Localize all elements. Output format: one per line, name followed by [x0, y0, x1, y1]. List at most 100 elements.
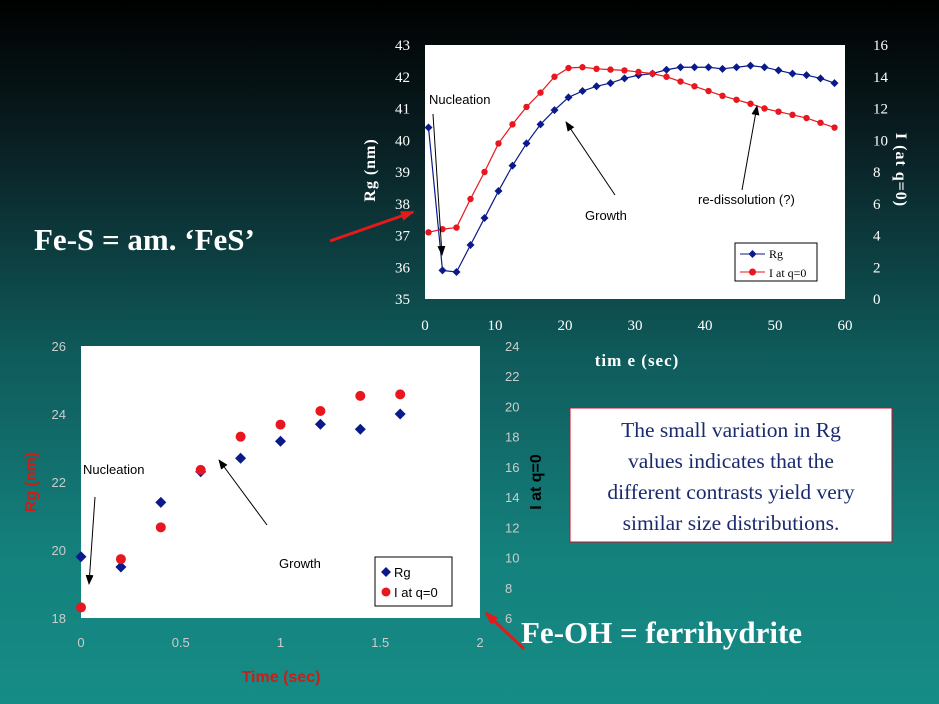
- chart2-y-ticks: 18 20 22 24 26: [52, 339, 66, 626]
- chart2-series: [75, 389, 406, 613]
- chart1-y-axis-label: Rg (nm): [362, 138, 379, 201]
- rg-point: [508, 161, 517, 170]
- y-tick-label: 24: [52, 407, 66, 422]
- x-tick-label: 30: [628, 318, 643, 334]
- rg-point: [676, 63, 685, 72]
- chart1-nucleation-arrow: [432, 113, 446, 256]
- i-point: [425, 229, 432, 236]
- rg-point: [746, 61, 755, 70]
- x-tick-label: 0.5: [172, 635, 190, 650]
- chart1-y2-axis-label: I (at q=0): [892, 133, 909, 207]
- fes-title: Fe-S = am. ‘FeS’: [34, 222, 255, 257]
- y2-tick-label: 24: [505, 339, 519, 354]
- chart1-annotation-growth: Growth: [585, 208, 627, 223]
- chart1-y-ticks: 35 36 37 38 39 40 41 42 43: [395, 38, 411, 308]
- y2-tick-label: 8: [505, 581, 512, 596]
- rg-point: [75, 551, 87, 563]
- x-tick-label: 0: [421, 318, 429, 334]
- rg-point: [718, 64, 727, 73]
- y2-tick-label: 10: [505, 551, 519, 566]
- chart1-annotation-nucleation: Nucleation: [429, 92, 490, 107]
- rg-point: [438, 266, 447, 275]
- rg-point: [690, 63, 699, 72]
- y2-tick-label: 16: [505, 460, 519, 475]
- chart1-y2-ticks: 0 2 4 6 8 10 12 14 16: [873, 38, 889, 308]
- chart2-legend-rg: Rg: [394, 565, 411, 580]
- i-point: [155, 522, 166, 533]
- i-point: [315, 405, 326, 416]
- y-tick-label: 42: [395, 70, 410, 86]
- rg-point: [816, 74, 825, 83]
- i-point: [691, 83, 698, 90]
- i-point: [495, 140, 502, 147]
- feoh-pointer-arrow: [484, 611, 526, 651]
- rg-point: [592, 82, 601, 91]
- x-tick-label: 1.5: [371, 635, 389, 650]
- rg-point: [536, 120, 545, 129]
- rg-point: [494, 187, 503, 196]
- y2-tick-label: 18: [505, 430, 519, 445]
- i-point: [235, 431, 246, 442]
- i-point: [761, 105, 768, 112]
- rg-point: [115, 561, 127, 573]
- chart1-x-axis-label: tim e (sec): [595, 351, 680, 370]
- i-point: [537, 89, 544, 96]
- i-point: [593, 65, 600, 73]
- y-tick-label: 40: [395, 133, 410, 149]
- chart1-legend: Rg I at q=0: [734, 242, 818, 282]
- x-tick-label: 60: [838, 318, 853, 334]
- i-point: [565, 64, 572, 72]
- rg-point: [354, 423, 366, 435]
- chart2-legend-rg-marker: [381, 567, 391, 577]
- y-tick-label: 22: [52, 475, 66, 490]
- y-tick-label: 35: [395, 292, 410, 308]
- rg-point: [578, 87, 587, 96]
- rg-point: [606, 79, 615, 88]
- rg-point: [550, 106, 559, 115]
- chart2-y2-axis-label: I at q=0: [528, 454, 545, 510]
- chart2-annotation-nucleation: Nucleation: [83, 462, 144, 477]
- y2-tick-label: 14: [873, 70, 889, 86]
- x-tick-label: 50: [768, 318, 783, 334]
- i-point: [677, 78, 684, 85]
- y2-tick-label: 8: [873, 165, 881, 181]
- rg-point: [802, 71, 811, 80]
- chart2-y-axis-label: Rg (nm): [23, 452, 40, 512]
- chart2-legend-i-marker: [381, 587, 391, 597]
- chart1-legend-i: I at q=0: [769, 266, 806, 280]
- chart1-legend-rg-marker: [748, 250, 757, 258]
- i-point: [705, 87, 712, 95]
- y-tick-label: 43: [395, 38, 410, 54]
- rg-point: [480, 214, 489, 223]
- chart2-annotation-growth: Growth: [279, 556, 321, 571]
- rg-point: [704, 63, 713, 72]
- i-point: [453, 224, 460, 231]
- fes-pointer-arrow: [329, 210, 415, 243]
- y2-tick-label: 6: [873, 197, 881, 213]
- note-text: The small variation in Rg values indicate…: [607, 418, 855, 535]
- x-tick-label: 0: [77, 635, 84, 650]
- rg-point: [424, 123, 433, 132]
- i-point: [803, 114, 810, 122]
- rg-point: [830, 79, 839, 88]
- i-point: [607, 66, 614, 73]
- chart1-redissolution-arrow: [741, 105, 760, 191]
- i-point: [195, 464, 206, 475]
- i-point: [817, 119, 824, 126]
- i-point: [115, 554, 126, 565]
- note-box: The small variation in Rg values indicate…: [569, 407, 893, 543]
- chart1-legend-i-marker: [749, 268, 756, 276]
- i-point: [579, 64, 586, 71]
- rg-point: [564, 93, 573, 102]
- i-point: [395, 389, 406, 400]
- y-tick-label: 26: [52, 339, 66, 354]
- y2-tick-label: 4: [873, 229, 881, 245]
- i-point: [649, 70, 656, 77]
- y-tick-label: 20: [52, 543, 66, 558]
- y2-tick-label: 12: [873, 102, 888, 118]
- y-tick-label: 36: [395, 260, 411, 276]
- i-point: [747, 100, 754, 107]
- i-point: [467, 195, 474, 203]
